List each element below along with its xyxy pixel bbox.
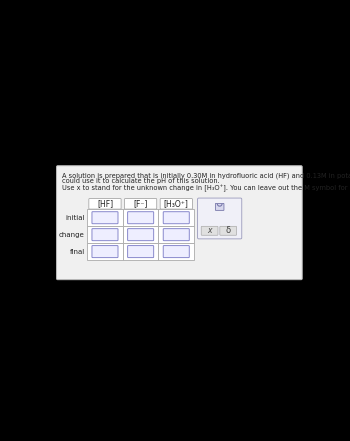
Bar [123, 226, 159, 243]
Bar [159, 209, 194, 226]
FancyBboxPatch shape [92, 228, 118, 241]
Text: could use it to calculate the pH of this solution.: could use it to calculate the pH of this… [62, 178, 220, 183]
FancyBboxPatch shape [198, 198, 242, 239]
FancyBboxPatch shape [215, 203, 224, 210]
FancyBboxPatch shape [163, 228, 189, 241]
Bar [159, 243, 194, 260]
Bar [123, 209, 159, 226]
FancyBboxPatch shape [163, 212, 189, 224]
Text: final: final [70, 249, 85, 254]
Bar [123, 243, 159, 260]
FancyBboxPatch shape [201, 226, 218, 235]
FancyBboxPatch shape [160, 198, 193, 209]
Bar [87, 243, 123, 260]
Bar [87, 226, 123, 243]
FancyBboxPatch shape [92, 212, 118, 224]
FancyBboxPatch shape [128, 246, 154, 258]
Bar [87, 209, 123, 226]
FancyBboxPatch shape [125, 198, 157, 209]
Text: initial: initial [65, 215, 85, 220]
Text: A solution is prepared that is initially 0.30M in hydrofluoric acid (HF) and 0.1: A solution is prepared that is initially… [62, 172, 350, 179]
Text: Use x to stand for the unknown change in [H₃O⁺]. You can leave out the M symbol : Use x to stand for the unknown change in… [62, 185, 350, 192]
Text: δ: δ [226, 226, 231, 235]
FancyBboxPatch shape [89, 198, 121, 209]
FancyBboxPatch shape [57, 166, 302, 280]
Text: [HF]: [HF] [97, 199, 113, 208]
FancyBboxPatch shape [163, 246, 189, 258]
FancyBboxPatch shape [128, 228, 154, 241]
Text: change: change [59, 232, 85, 238]
FancyBboxPatch shape [92, 246, 118, 258]
Text: x: x [207, 226, 212, 235]
Text: [F⁻]: [F⁻] [133, 199, 148, 208]
Bar [159, 226, 194, 243]
FancyBboxPatch shape [128, 212, 154, 224]
FancyBboxPatch shape [220, 226, 237, 235]
Text: [H₃O⁺]: [H₃O⁺] [164, 199, 189, 208]
